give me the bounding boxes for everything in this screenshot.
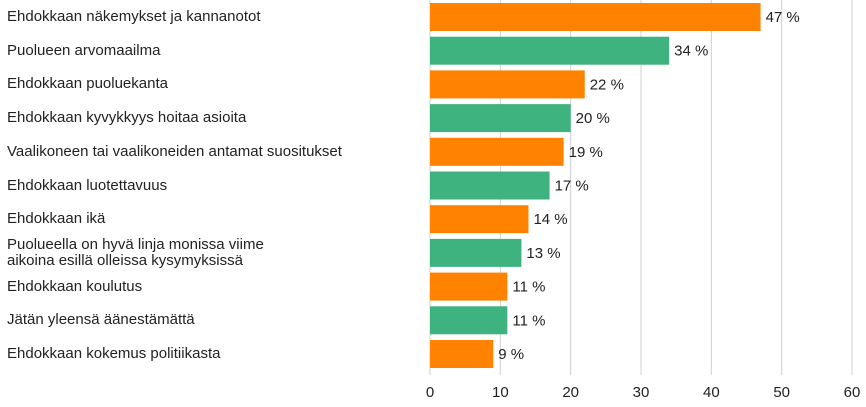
value-label: 17 %	[555, 177, 589, 194]
bar	[430, 171, 550, 200]
bar	[430, 306, 508, 335]
bar	[430, 70, 585, 99]
category-label: Vaalikoneen tai vaalikoneiden antamat su…	[7, 142, 342, 160]
value-label: 11 %	[512, 279, 545, 296]
bar	[430, 104, 571, 133]
value-label: 14 %	[533, 211, 567, 228]
x-tick-label: 50	[773, 384, 790, 401]
category-label: Ehdokkaan kyvykkyys hoitaa asioita	[7, 109, 247, 127]
category-label: Ehdokkaan ikä	[7, 210, 106, 228]
category-label: Ehdokkaan kokemus politiikasta	[7, 345, 221, 362]
value-label: 11 %	[512, 312, 545, 329]
x-tick-label: 40	[703, 384, 720, 401]
category-label: Ehdokkaan puoluekanta	[7, 75, 168, 93]
value-label: 13 %	[526, 245, 560, 262]
x-tick-label: 10	[492, 384, 509, 401]
category-label: Ehdokkaan luotettavuus	[7, 176, 168, 194]
value-label: 22 %	[590, 76, 624, 93]
x-tick-label: 60	[844, 384, 861, 401]
category-label: Jätän yleensä äänestämättä	[7, 311, 195, 329]
bar	[430, 3, 761, 31]
category-label: Ehdokkaan koulutus	[7, 277, 143, 295]
bar	[430, 137, 564, 166]
bar	[430, 36, 670, 65]
x-tick-label: 30	[633, 384, 650, 401]
value-label: 47 %	[766, 9, 800, 26]
value-label: 9 %	[498, 346, 524, 363]
value-label: 34 %	[674, 43, 708, 60]
category-label: Puolueella on hyvä linja monissa viime a…	[7, 235, 264, 269]
category-label: Ehdokkaan näkemykset ja kannanotot	[7, 8, 261, 25]
bar	[430, 238, 522, 267]
bar	[430, 205, 529, 234]
bar	[430, 272, 508, 301]
x-tick-label: 0	[426, 384, 434, 401]
bar	[430, 340, 494, 368]
category-label: Puolueen arvomaailma	[7, 41, 161, 59]
value-label: 20 %	[576, 110, 610, 127]
x-tick-label: 20	[562, 384, 579, 401]
value-label: 19 %	[569, 144, 603, 161]
